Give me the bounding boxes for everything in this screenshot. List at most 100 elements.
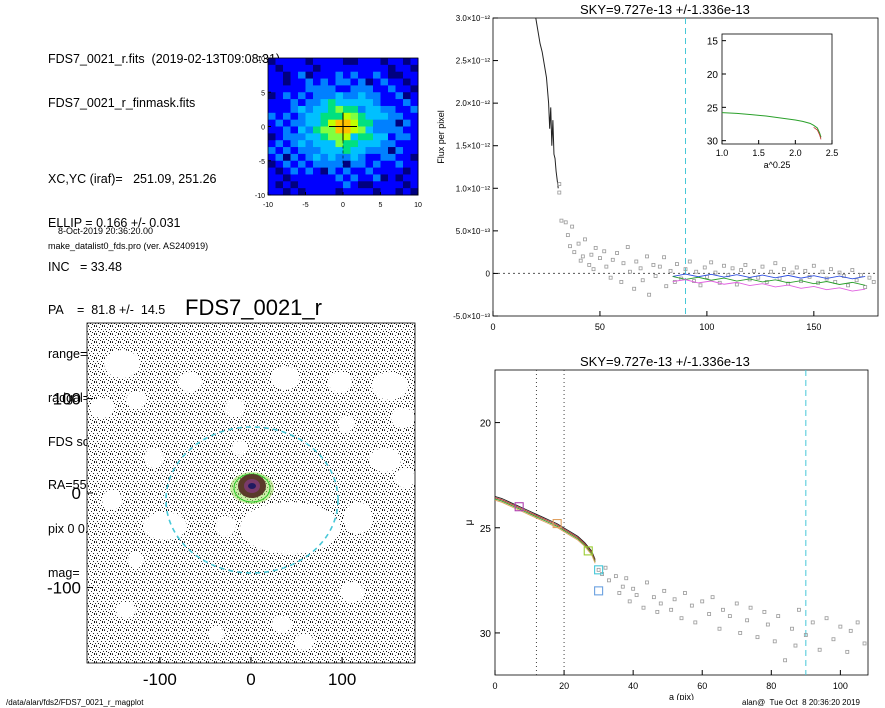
data-point <box>608 275 613 280</box>
tick-label: 3.0×10⁻¹² <box>456 14 491 23</box>
heatmap-cell <box>283 181 291 189</box>
heatmap-cell <box>328 181 336 189</box>
tick-label: -5.0×10⁻¹³ <box>453 312 490 321</box>
data-point <box>655 609 660 614</box>
heatmap-cell <box>380 119 389 127</box>
profile-line <box>494 498 596 563</box>
data-point <box>863 285 868 289</box>
heatmap-cell <box>410 58 419 66</box>
heatmap-cell <box>350 99 359 107</box>
heatmap-cell <box>388 181 396 189</box>
data-point <box>627 599 632 604</box>
heatmap-cell <box>380 92 389 100</box>
heatmap-cell <box>283 99 291 107</box>
profile-line <box>494 499 596 564</box>
heatmap-cell <box>373 160 381 169</box>
data-point <box>854 278 859 283</box>
x-axis-label: a (pix) <box>669 692 694 700</box>
info-line: INC = 33.48 <box>48 259 122 274</box>
heatmap-cell <box>395 160 404 169</box>
heatmap-cell <box>410 153 419 162</box>
heatmap-cell <box>328 147 336 155</box>
heatmap-cell <box>373 85 381 93</box>
heatmap-cell <box>358 99 366 107</box>
heatmap-cell <box>343 112 351 121</box>
heatmap-cell <box>410 85 419 93</box>
heatmap-cell <box>350 92 359 100</box>
heatmap-cell <box>403 78 411 86</box>
heatmap-cell <box>343 160 351 169</box>
heatmap-cell <box>335 167 344 175</box>
heatmap-cell <box>305 126 314 134</box>
heatmap-cell <box>380 181 389 189</box>
data-point <box>850 268 855 272</box>
data-point <box>645 254 649 259</box>
heatmap-cell <box>328 71 336 80</box>
heatmap-cell <box>388 99 396 107</box>
heatmap-cell <box>365 167 374 175</box>
data-point <box>604 264 609 269</box>
tick-label: 60 <box>697 681 707 691</box>
heatmap-cell <box>320 71 329 80</box>
heatmap-cell <box>335 119 344 127</box>
heatmap-cell <box>395 147 404 155</box>
info-line: ELLIP = 0.166 +/- 0.031 <box>48 215 181 230</box>
heatmap-cell <box>358 140 366 148</box>
heatmap-cell <box>290 99 299 107</box>
heatmap-cell <box>335 99 344 107</box>
heatmap-cell <box>298 188 306 196</box>
data-point <box>651 263 656 267</box>
heatmap-cell <box>283 160 291 169</box>
tick-label: 2.0×10⁻¹² <box>456 99 491 108</box>
heatmap-cell <box>403 71 411 80</box>
data-point <box>570 224 575 229</box>
heatmap-cell <box>320 119 329 127</box>
data-point <box>631 586 636 591</box>
data-point <box>563 220 568 225</box>
heatmap-cell <box>313 99 321 107</box>
heatmap-cell <box>313 147 321 155</box>
data-point <box>693 620 698 625</box>
heatmap-cell <box>320 160 329 169</box>
data-point <box>803 633 808 637</box>
heatmap-cell <box>268 133 276 141</box>
heatmap-cell <box>343 71 351 80</box>
heatmap-cell <box>343 92 351 100</box>
heatmap-cell <box>275 167 284 175</box>
data-point <box>596 567 601 572</box>
tick-label: 100 <box>53 390 81 409</box>
heatmap-cell <box>328 167 336 175</box>
marker-box <box>594 565 604 575</box>
heatmap-cell <box>350 58 359 66</box>
data-point <box>615 251 619 255</box>
heatmap-cell <box>343 105 351 114</box>
data-point <box>638 266 643 271</box>
heatmap-cell <box>373 181 381 189</box>
heatmap-cell <box>350 119 359 127</box>
heatmap-cell <box>343 174 351 182</box>
heatmap-cell <box>283 71 291 80</box>
heatmap-cell <box>358 119 366 127</box>
data-point <box>645 580 649 585</box>
tick-label: 40 <box>628 681 638 691</box>
heatmap-cell <box>320 99 329 107</box>
heatmap-cell <box>373 119 381 127</box>
data-point <box>727 614 732 619</box>
heatmap-cell <box>350 167 359 175</box>
heatmap-cell <box>290 167 299 175</box>
heatmap-cell <box>335 181 344 189</box>
heatmap-cell <box>343 58 351 66</box>
heatmap-cell <box>275 153 284 162</box>
heatmap-cell <box>320 85 329 93</box>
heatmap-cell <box>388 71 396 80</box>
data-point <box>734 282 739 287</box>
data-point <box>679 616 684 621</box>
heatmap-cell <box>298 126 306 134</box>
heatmap-cell <box>365 126 374 134</box>
tick-label: 100 <box>699 322 714 332</box>
heatmap-cell <box>275 92 284 100</box>
heatmap-cell <box>290 181 299 189</box>
heatmap-cell <box>380 71 389 80</box>
tick-label: 2.5 <box>826 148 839 158</box>
heatmap-cell <box>305 105 314 114</box>
